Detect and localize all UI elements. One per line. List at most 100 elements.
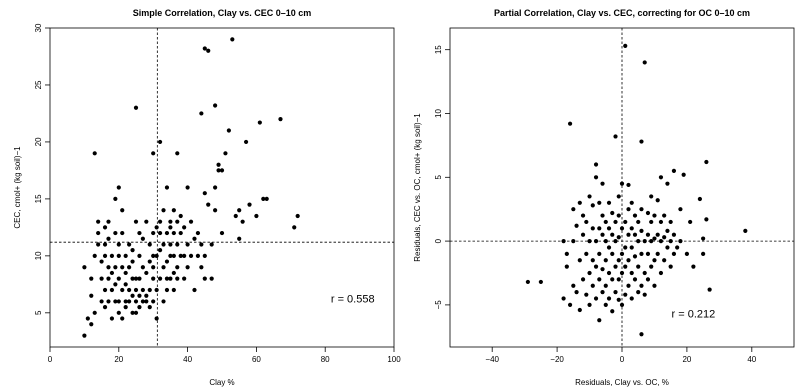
data-point xyxy=(123,270,128,276)
data-point xyxy=(199,242,204,247)
data-point xyxy=(240,219,245,224)
data-point xyxy=(610,309,615,314)
data-point xyxy=(120,287,125,293)
data-point xyxy=(632,213,638,218)
data-point xyxy=(127,287,132,293)
data-point xyxy=(655,251,660,256)
data-point xyxy=(567,302,573,307)
y-tick-label: 5 xyxy=(434,175,443,180)
data-point xyxy=(192,287,197,293)
data-point xyxy=(636,290,641,295)
data-point xyxy=(116,242,121,247)
data-point xyxy=(636,219,641,225)
data-point xyxy=(658,219,664,225)
data-point xyxy=(109,316,115,321)
data-point xyxy=(206,202,211,207)
y-tick-label: 15 xyxy=(34,194,43,203)
data-point xyxy=(102,253,108,258)
data-point xyxy=(606,200,612,205)
data-point xyxy=(133,276,139,281)
data-point xyxy=(691,264,696,269)
plot-frame xyxy=(49,27,395,348)
data-point xyxy=(652,213,657,218)
data-point xyxy=(655,232,660,237)
data-point xyxy=(610,277,615,282)
data-point xyxy=(639,139,644,144)
data-point xyxy=(151,253,156,258)
x-tick-label: 20 xyxy=(114,355,123,364)
y-axis-label: CEC, cmol+ (kg soil)−1 xyxy=(13,146,22,229)
data-point xyxy=(168,253,173,258)
data-point xyxy=(161,265,166,270)
data-point xyxy=(292,225,297,230)
data-point xyxy=(137,293,142,298)
y-tick-label: −5 xyxy=(434,300,443,310)
data-point xyxy=(613,134,618,139)
data-point xyxy=(626,258,631,263)
data-point xyxy=(106,236,111,241)
data-point xyxy=(626,182,631,188)
data-point xyxy=(226,128,231,133)
data-point xyxy=(743,228,748,233)
data-point xyxy=(137,305,142,310)
data-point xyxy=(636,238,641,244)
data-point xyxy=(590,258,595,263)
data-point xyxy=(151,151,156,156)
data-point xyxy=(96,242,101,247)
data-point xyxy=(681,172,686,177)
data-point xyxy=(606,245,612,250)
data-point xyxy=(178,213,183,219)
data-point xyxy=(161,208,166,213)
data-point xyxy=(147,259,152,264)
data-point xyxy=(593,296,599,301)
x-tick-label: 60 xyxy=(252,355,261,364)
data-point xyxy=(619,251,625,256)
data-point xyxy=(639,207,644,212)
data-point xyxy=(257,120,262,125)
data-point xyxy=(137,276,142,281)
data-point xyxy=(140,236,145,241)
data-point xyxy=(185,265,190,270)
data-point xyxy=(632,232,638,237)
data-point xyxy=(237,236,242,241)
data-point xyxy=(626,232,631,237)
data-point xyxy=(662,258,667,263)
data-point xyxy=(130,293,135,298)
data-point xyxy=(106,299,111,304)
x-tick-label: 40 xyxy=(183,355,192,364)
data-point xyxy=(603,238,608,244)
data-point xyxy=(610,232,615,237)
data-point xyxy=(701,236,706,241)
data-point xyxy=(175,276,180,281)
data-point xyxy=(133,105,139,110)
data-point xyxy=(704,159,709,165)
data-point xyxy=(182,276,187,281)
data-point xyxy=(580,232,586,237)
data-point xyxy=(571,283,576,288)
data-point xyxy=(130,259,135,264)
data-point xyxy=(610,210,615,216)
data-point xyxy=(574,223,579,228)
data-point xyxy=(675,245,680,250)
data-point xyxy=(182,225,187,230)
data-point xyxy=(127,265,132,270)
data-point xyxy=(99,276,104,281)
data-point xyxy=(213,103,218,108)
data-point xyxy=(668,238,673,244)
data-point xyxy=(123,253,128,258)
data-point xyxy=(613,264,618,269)
data-point xyxy=(613,219,618,225)
data-point xyxy=(185,242,190,247)
data-point xyxy=(154,225,159,230)
data-point xyxy=(655,198,660,203)
data-point xyxy=(629,296,634,301)
data-point xyxy=(642,270,647,276)
data-point xyxy=(668,264,673,269)
data-point xyxy=(616,258,621,263)
chart-title: Partial Correlation, Clay vs. CEC, corre… xyxy=(494,8,750,18)
data-point xyxy=(168,276,173,281)
data-point xyxy=(92,151,97,156)
data-point xyxy=(697,196,702,202)
data-point xyxy=(616,194,621,199)
data-point xyxy=(590,226,595,231)
